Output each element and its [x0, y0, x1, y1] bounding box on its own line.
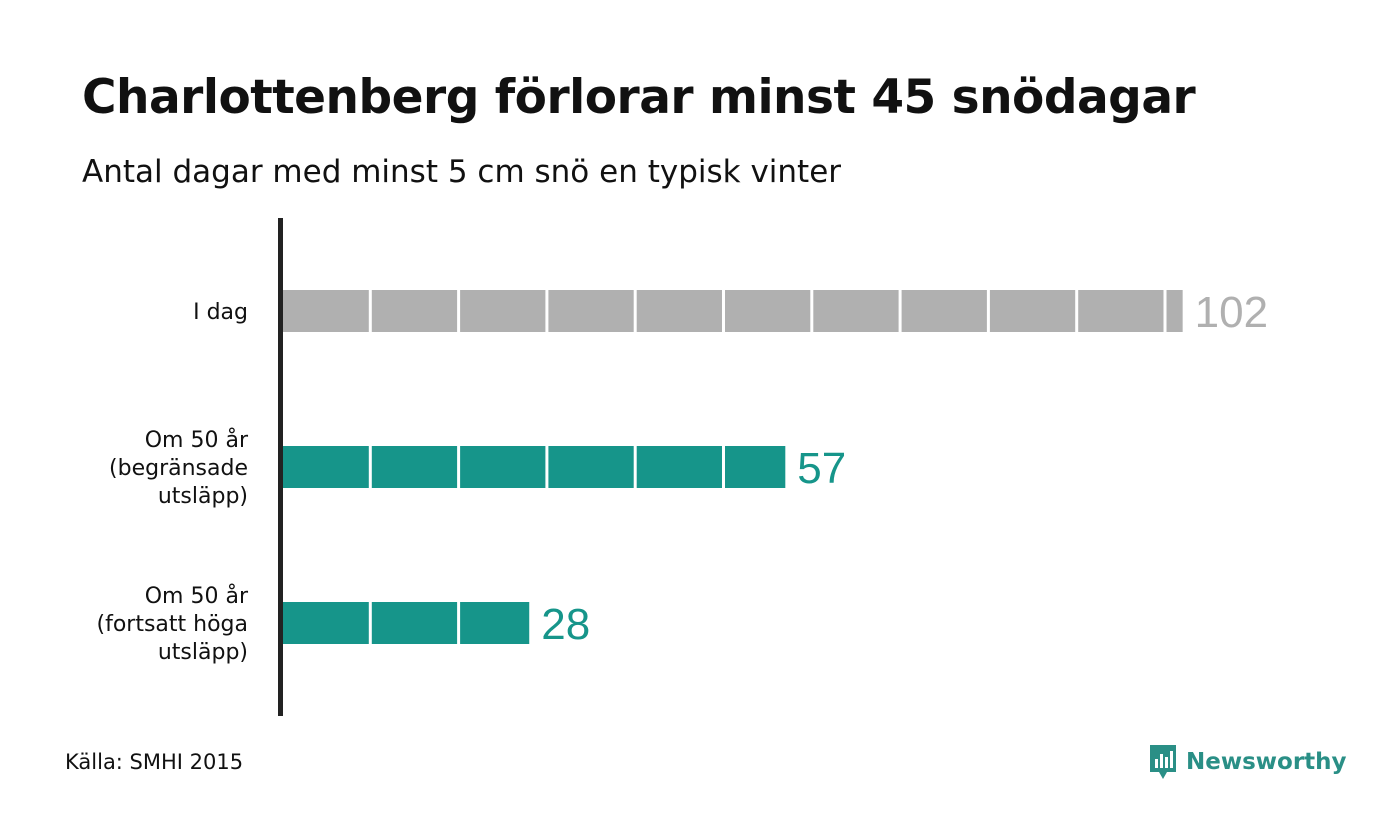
category-label-1-line-2: utsläpp)	[158, 484, 248, 509]
bar-1	[282, 446, 786, 488]
chart-speech-bubble-icon	[1150, 745, 1176, 779]
category-label-2-line-1: (fortsatt höga	[97, 612, 249, 637]
value-label-1: 57	[797, 444, 846, 493]
bar-0	[282, 290, 1183, 332]
category-label-0-line-0: I dag	[193, 300, 248, 325]
value-label-2: 28	[541, 600, 590, 649]
category-label-2-line-2: utsläpp)	[158, 640, 248, 665]
brand-name: Newsworthy	[1186, 749, 1347, 775]
newsworthy-logo: Newsworthy	[1148, 742, 1347, 782]
chart-title: Charlottenberg förlorar minst 45 snödaga…	[82, 70, 1196, 125]
category-label-2-line-0: Om 50 år	[145, 583, 249, 609]
category-label-1-line-1: (begränsade	[109, 456, 248, 481]
source-note: Källa: SMHI 2015	[65, 750, 244, 774]
chart-subtitle: Antal dagar med minst 5 cm snö en typisk…	[82, 154, 842, 190]
category-label-1-line-0: Om 50 år	[145, 427, 249, 453]
bar-2	[282, 602, 530, 644]
value-label-0: 102	[1195, 288, 1268, 337]
